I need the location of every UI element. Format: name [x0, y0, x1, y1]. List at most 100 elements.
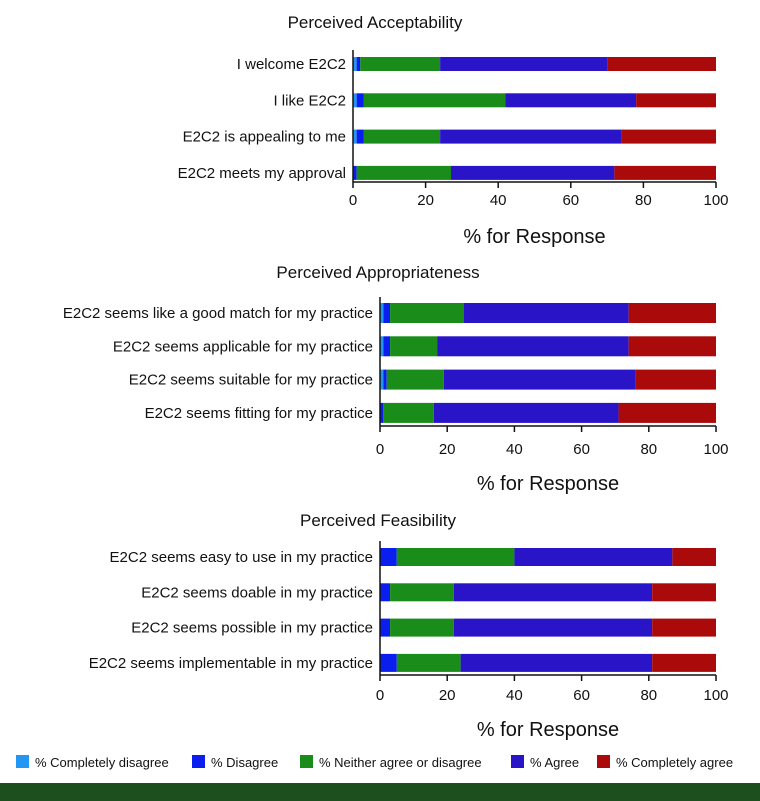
bar-segment: [505, 93, 637, 108]
category-label: E2C2 seems applicable for my practice: [113, 338, 373, 355]
bar-segment: [628, 303, 716, 323]
bar-segment: [383, 369, 387, 390]
bar-segment: [440, 129, 622, 144]
category-label: E2C2 seems easy to use in my practice: [110, 549, 373, 566]
bar-segment: [618, 402, 716, 423]
bar-segment: [652, 618, 716, 637]
x-tick-label: 20: [439, 441, 456, 458]
chart-panel-2: Perceived Appropriateness E2C2 seems like…: [63, 263, 729, 495]
category-label: E2C2 seems suitable for my practice: [129, 372, 373, 389]
x-tick-label: 20: [439, 687, 456, 704]
bar-segment: [635, 369, 716, 390]
x-tick-label: 80: [640, 441, 657, 458]
bar-segment: [636, 93, 716, 108]
bar-segment: [672, 548, 716, 566]
bar-segment: [356, 165, 452, 180]
bar-segment: [652, 583, 716, 602]
category-label: E2C2 seems fitting for my practice: [145, 405, 373, 422]
category-label: E2C2 seems doable in my practice: [141, 584, 373, 601]
bar-segment: [380, 583, 391, 602]
bar-segment: [514, 548, 673, 566]
bar-segment: [356, 57, 361, 71]
footer-band: [0, 783, 760, 801]
bar-segment: [380, 336, 384, 357]
legend-label: % Completely disagree: [35, 755, 169, 770]
x-tick-label: 60: [562, 192, 579, 209]
bar-segment: [396, 548, 515, 566]
bar-segment: [390, 618, 454, 637]
bar-segment: [433, 402, 619, 423]
x-tick-label: 100: [703, 192, 728, 209]
bar-segment: [614, 165, 716, 180]
bar-segment: [396, 653, 461, 672]
bar-segment: [386, 369, 444, 390]
bar-segment: [652, 653, 716, 672]
bar-segment: [628, 336, 716, 357]
bar-segment: [621, 129, 716, 144]
bar-segment: [437, 336, 629, 357]
legend-swatch: [511, 755, 524, 768]
bar-segment: [440, 57, 608, 71]
bar-segment: [390, 336, 438, 357]
x-tick-label: 0: [376, 441, 384, 458]
bar-segment: [356, 93, 364, 108]
bar-segment: [383, 402, 434, 423]
bar-segment: [353, 129, 357, 144]
x-axis-label: % for Response: [477, 719, 619, 741]
panel-title: Perceived Acceptability: [288, 13, 463, 32]
x-tick-label: 40: [506, 687, 523, 704]
x-tick-label: 40: [490, 192, 507, 209]
legend: % Completely disagree % Disagree % Neither…: [16, 755, 733, 770]
chart-panel-3: Perceived Feasibility E2C2 seems easy to …: [89, 511, 729, 741]
x-tick-label: 100: [703, 441, 728, 458]
bar-segment: [383, 336, 391, 357]
bar-segment: [380, 369, 384, 390]
bar-segment: [453, 618, 653, 637]
legend-label: % Disagree: [211, 755, 278, 770]
x-tick-label: 80: [640, 687, 657, 704]
bar-segment: [363, 129, 441, 144]
bar-segment: [607, 57, 716, 71]
category-label: E2C2 seems possible in my practice: [131, 620, 373, 637]
x-axis-label: % for Response: [463, 226, 605, 248]
legend-label: % Completely agree: [616, 755, 733, 770]
chart-panel-1: Perceived Acceptability I welcome E2C2 I l…: [178, 13, 729, 248]
category-label: E2C2 is appealing to me: [183, 129, 346, 146]
bar-segment: [353, 165, 357, 180]
bar-segment: [460, 653, 653, 672]
category-label: E2C2 seems like a good match for my prac…: [63, 305, 373, 322]
legend-label: % Agree: [530, 755, 579, 770]
bar-segment: [363, 93, 506, 108]
x-tick-label: 40: [506, 441, 523, 458]
legend-swatch: [192, 755, 205, 768]
legend-swatch: [597, 755, 610, 768]
x-tick-label: 0: [376, 687, 384, 704]
bar-segment: [380, 653, 397, 672]
bar-segment: [380, 402, 384, 423]
category-label: E2C2 seems implementable in my practice: [89, 655, 373, 672]
x-tick-label: 60: [573, 441, 590, 458]
bar-segment: [353, 57, 357, 71]
category-label: I like E2C2: [273, 92, 346, 109]
legend-label: % Neither agree or disagree: [319, 755, 482, 770]
bar-segment: [443, 369, 636, 390]
x-tick-label: 60: [573, 687, 590, 704]
x-tick-label: 100: [703, 687, 728, 704]
panel-title: Perceived Appropriateness: [276, 263, 479, 282]
legend-swatch: [16, 755, 29, 768]
bar-segment: [464, 303, 629, 323]
bar-segment: [390, 303, 464, 323]
bar-segment: [390, 583, 454, 602]
bar-segment: [360, 57, 441, 71]
bar-segment: [380, 303, 384, 323]
bar-segment: [451, 165, 615, 180]
category-label: I welcome E2C2: [237, 56, 346, 73]
bar-segment: [453, 583, 653, 602]
bar-segment: [356, 129, 364, 144]
bar-segment: [380, 618, 391, 637]
x-tick-label: 0: [349, 192, 357, 209]
x-tick-label: 80: [635, 192, 652, 209]
x-tick-label: 20: [417, 192, 434, 209]
bar-segment: [353, 93, 357, 108]
